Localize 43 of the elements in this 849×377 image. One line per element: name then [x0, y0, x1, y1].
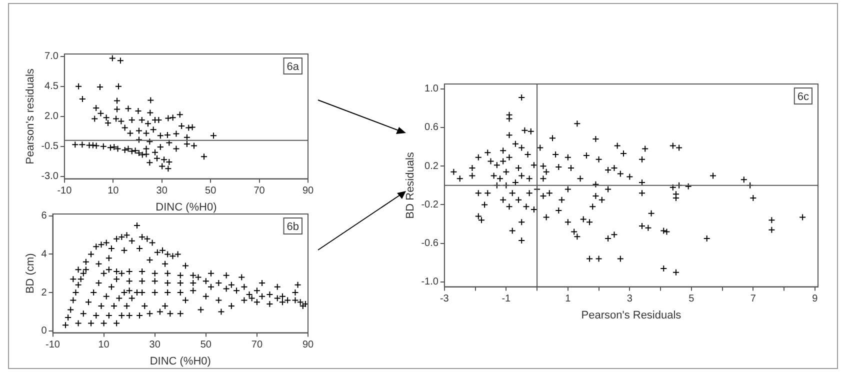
y-axis-title: BD Residuals — [404, 152, 417, 219]
x-tick-label: 9 — [812, 294, 818, 305]
x-tick-label: 90 — [302, 340, 314, 351]
x-tick-label: -10 — [57, 186, 72, 197]
annotation: 6c — [797, 91, 810, 104]
x-tick-label: -3 — [440, 294, 450, 305]
annotation: 6a — [286, 61, 300, 74]
x-tick-label: 10 — [108, 186, 120, 197]
x-tick-label: -1 — [502, 294, 512, 305]
x-tick-label: 3 — [626, 294, 633, 305]
y-tick-label: 0 — [41, 326, 48, 337]
y-tick-label: 2 — [41, 287, 48, 298]
x-tick-label: 10 — [98, 340, 110, 351]
x-tick-label: 90 — [302, 186, 314, 197]
y-tick-label: -3.0 — [41, 171, 59, 182]
annotation: 6b — [286, 221, 300, 234]
x-tick-label: 30 — [149, 340, 161, 351]
y-tick-label: 4.5 — [44, 81, 59, 92]
y-tick-label: 6 — [41, 210, 48, 222]
y-tick-label: -1.0 — [421, 276, 439, 288]
y-tick-label: 7.0 — [44, 51, 59, 62]
x-tick-label: 70 — [251, 340, 263, 351]
x-axis-title: DINC (%H0) — [156, 201, 217, 214]
x-tick-label: 1 — [565, 294, 572, 305]
y-tick-label: 4 — [41, 248, 48, 260]
y-tick-label: 0.6 — [424, 122, 439, 134]
y-tick-label: 2.0 — [44, 111, 59, 122]
y-tick-label: 0.2 — [424, 160, 439, 172]
x-tick-label: 50 — [205, 186, 217, 197]
y-tick-label: 1.0 — [424, 84, 439, 95]
x-tick-label: 7 — [750, 294, 756, 305]
y-tick-label: -0.2 — [421, 199, 439, 210]
x-tick-label: 5 — [688, 294, 695, 305]
y-tick-label: -0.5 — [41, 141, 59, 152]
y-tick-label: -0.6 — [421, 238, 439, 250]
x-tick-label: -10 — [46, 340, 60, 351]
x-tick-label: 30 — [156, 186, 168, 197]
x-axis-title: Pearson's Residuals — [581, 309, 682, 322]
y-axis-title: BD (cm) — [24, 253, 37, 294]
x-axis-title: DINC (%H0) — [150, 355, 211, 368]
y-axis-title: Pearson's residuals — [24, 68, 37, 164]
x-tick-label: 70 — [254, 186, 266, 197]
x-tick-label: 50 — [200, 340, 212, 351]
